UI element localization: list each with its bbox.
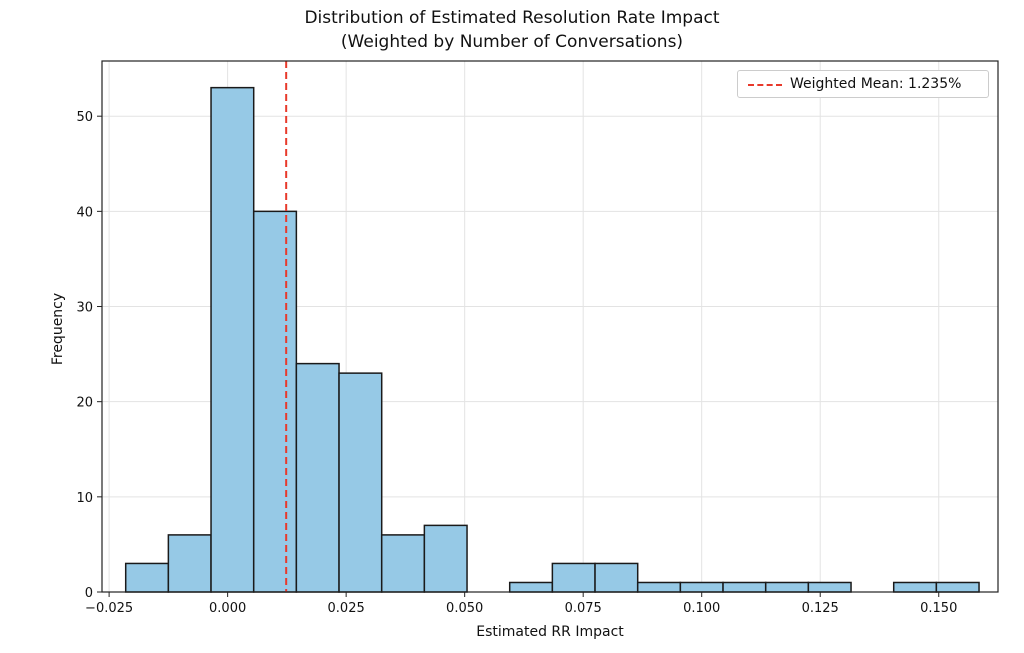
- legend-label-mean: Weighted Mean: 1.235%: [790, 76, 962, 92]
- histogram-bar-7: [423, 524, 468, 593]
- y-axis-label: Frequency: [50, 292, 66, 366]
- y-tick-label-3: 30: [76, 301, 93, 316]
- y-tick-label-5: 50: [76, 110, 93, 125]
- x-tick-label-5: 0.100: [683, 601, 720, 616]
- histogram-bar-19: [935, 581, 980, 593]
- histogram-bar-10: [551, 562, 596, 593]
- histogram-bar-16: [807, 581, 852, 593]
- histogram-bar-18: [892, 581, 938, 593]
- chart-subtitle: (Weighted by Number of Conversations): [340, 32, 684, 52]
- chart-title: Distribution of Estimated Resolution Rat…: [304, 8, 720, 28]
- histogram-bar-6: [380, 534, 426, 593]
- x-axis-label: Estimated RR Impact: [476, 624, 624, 640]
- y-tick-label-1: 10: [76, 491, 93, 506]
- histogram-bar-15: [764, 581, 810, 593]
- histogram-bar-5: [338, 372, 383, 593]
- histogram-bar-1: [167, 534, 212, 593]
- histogram-bar-12: [636, 581, 682, 593]
- y-tick-label-0: 0: [85, 586, 93, 601]
- histogram-bar-3: [252, 210, 298, 593]
- histogram-bar-9: [508, 581, 554, 593]
- histogram-bar-0: [124, 562, 170, 593]
- x-tick-label-3: 0.050: [446, 601, 483, 616]
- histogram-bars: [124, 86, 980, 593]
- x-tick-label-0: −0.025: [85, 601, 133, 616]
- histogram-bar-14: [722, 581, 767, 593]
- x-tick-label-4: 0.075: [565, 601, 602, 616]
- legend: Weighted Mean: 1.235%: [737, 70, 989, 98]
- y-tick-label-2: 20: [76, 396, 93, 411]
- histogram-bar-4: [295, 362, 340, 593]
- histogram-bar-11: [594, 562, 639, 593]
- x-tick-label-1: 0.000: [209, 601, 246, 616]
- x-tick-label-7: 0.150: [920, 601, 957, 616]
- plot-frame: [101, 60, 999, 593]
- x-tick-label-2: 0.025: [328, 601, 365, 616]
- legend-swatch-mean: [748, 84, 782, 86]
- y-tick-label-4: 40: [76, 205, 93, 220]
- histogram-bar-13: [679, 581, 724, 593]
- axis-ticks: −0.025 0.000 0.025 0.050 0.075 0.100 0.125 0.15…: [76, 110, 957, 616]
- x-tick-label-6: 0.125: [802, 601, 839, 616]
- histogram-bar-2: [210, 86, 255, 593]
